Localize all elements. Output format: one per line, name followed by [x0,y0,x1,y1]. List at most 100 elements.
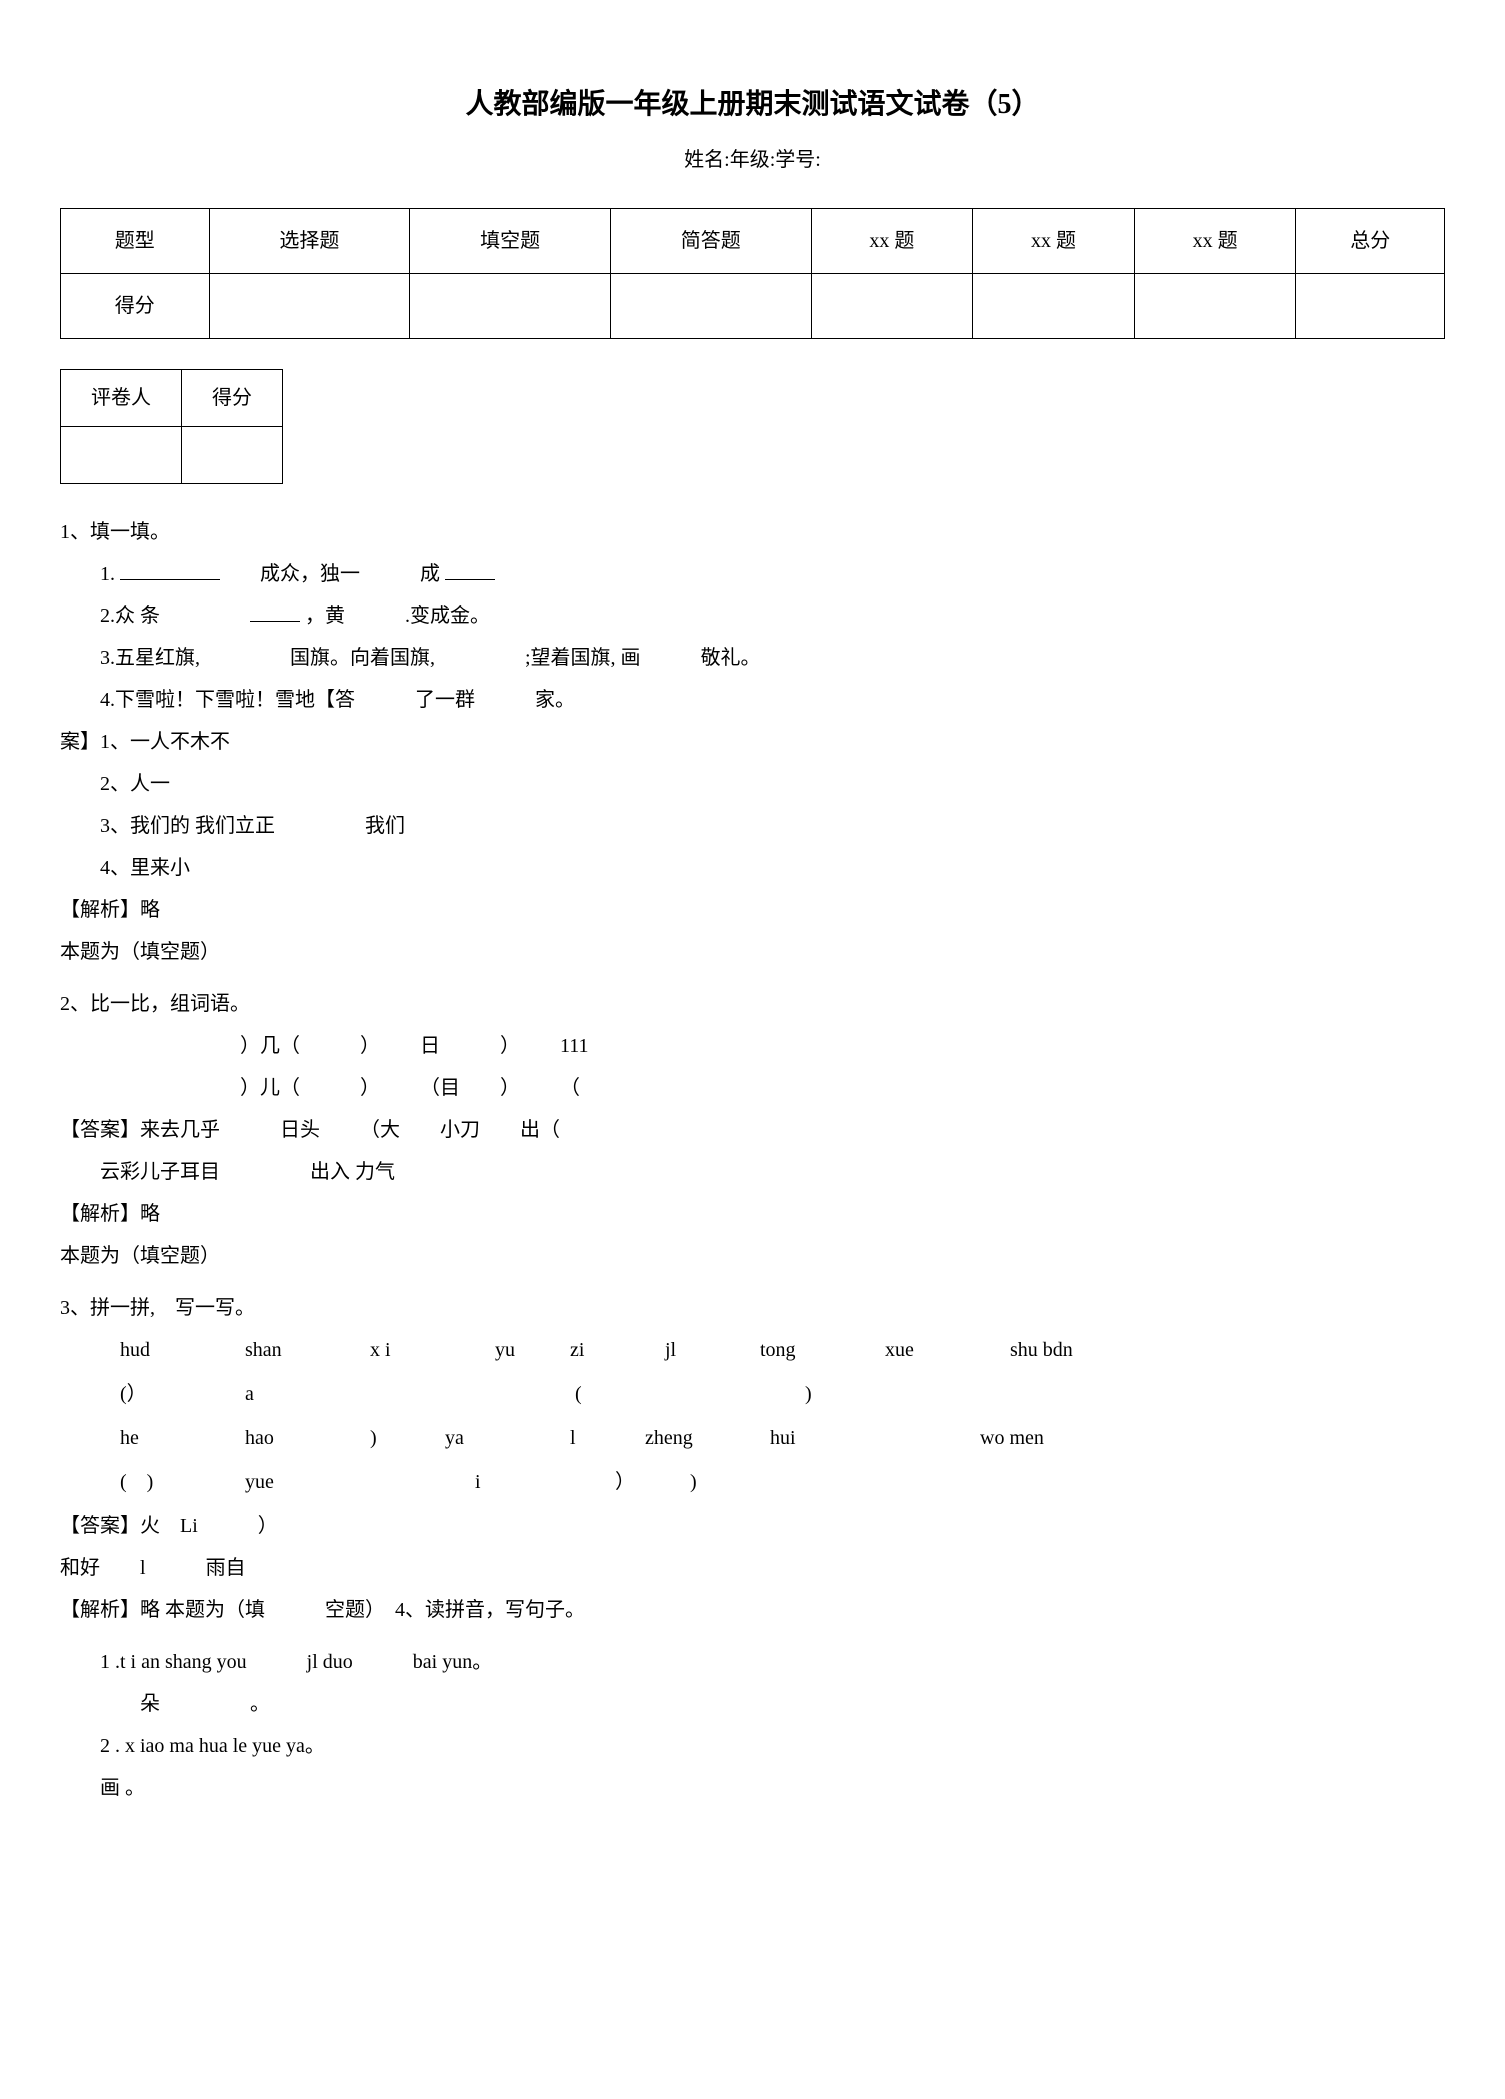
q2-header: 2、比一比，组词语。 [60,986,1445,1022]
score-cell [973,274,1135,339]
q1-l2a: 2.众 条 [100,605,160,627]
score-cell [811,274,973,339]
q1-l1b: 成众，独一 [260,563,360,585]
score-header-7: 总分 [1296,209,1445,274]
q2-r1b: ） [360,1035,380,1057]
score-cell [1134,274,1296,339]
score-header-2: 填空题 [410,209,611,274]
q1-line3: 3.五星红旗, 国旗。向着国旗, ;望着国旗, 画 敬礼。 [60,640,1445,676]
q2-ans2a: 云彩儿子耳目 [100,1161,220,1183]
q3-p2-1: hao [245,1420,335,1456]
q4-l1b: jl duo [307,1651,353,1673]
q3-analysis-b: 空题） 4、读拼音，写句子。 [325,1599,585,1621]
blank [250,602,300,622]
q1-ans3: 3、我们的 我们立正 我们 [60,808,1445,844]
q4-l1c: bai yun。 [413,1651,492,1673]
q4-l1dot: 。 [250,1693,270,1715]
grader-table: 评卷人 得分 [60,369,283,484]
doc-title: 人教部编版一年级上册期末测试语文试卷（5） [60,80,1445,130]
q1-ans4: 4、里来小 [60,850,1445,886]
q2-r2a: ）儿（ [240,1077,300,1099]
q3-p2-6: zheng [645,1420,735,1456]
grader-header-2: 得分 [182,370,283,427]
table-row: 题型 选择题 填空题 简答题 xx 题 xx 题 xx 题 总分 [61,209,1445,274]
q3-paren2b: yue [245,1464,335,1500]
q3-row1: hud shan x i yu zi jl tong xue shu bdn [60,1332,1445,1368]
q2-analysis: 【解析】略 [60,1196,1445,1232]
score-table: 题型 选择题 填空题 简答题 xx 题 xx 题 xx 题 总分 得分 [60,208,1445,339]
q2-ans2b1: 出入 [310,1161,350,1183]
q2-row1: ）几（ ） 日 ） 111 [60,1028,1445,1064]
question-4: 1 .t i an shang you jl duo bai yun。 朵 。 … [60,1644,1445,1806]
q3-ans-line2: 和好 l 雨自 [60,1550,1445,1586]
q4-l1a: 1 .t i an shang you [100,1651,247,1673]
q3-p-1: shan [245,1332,335,1368]
q3-p-7: jl [665,1332,725,1368]
q1-ans1: 案】1、一人不木不 [60,724,1445,760]
score-header-6: xx 题 [1134,209,1296,274]
q3-p2-8: wo men [980,1420,1070,1456]
q1-type: 本题为（填空题） [60,934,1445,970]
q3-header: 3、拼一拼, 写一写。 [60,1290,1445,1326]
q3-p2-3: ya [445,1420,535,1456]
q3-paren1a: (） [120,1376,210,1412]
q1-l1a: 1. [100,563,115,585]
q2-r2c: （目 [420,1077,460,1099]
q3-p-10: shu bdn [1010,1332,1100,1368]
doc-subtitle: 姓名:年级:学号: [60,142,1445,178]
q1-header: 1、填一填。 [60,514,1445,550]
q2-r1e: 111 [560,1035,589,1057]
table-row: 评卷人 得分 [61,370,283,427]
table-row [61,427,283,484]
score-cell [1296,274,1445,339]
q2-ans-c: （大 [360,1119,400,1141]
q1-l3d: 敬礼。 [701,647,761,669]
q1-l4c: 家。 [535,689,575,711]
q1-l4a: 4.下雪啦！下雪啦！雪地【答 [100,689,355,711]
q1-l1c: 成 [420,563,440,585]
q3-p-4: yu [495,1332,535,1368]
q3-paren2: ( ) yue i ） ) [60,1464,1445,1500]
q2-r2b: ） [360,1077,380,1099]
q2-r2e: （ [560,1077,580,1099]
q3-analysis-a: 【解析】略 本题为（填 [60,1599,265,1621]
q3-paren2a: ( ) [120,1464,210,1500]
q3-ans2: 和好 [60,1557,100,1579]
q1-l3a: 3.五星红旗, [100,647,200,669]
q3-analysis: 【解析】略 本题为（填 空题） 4、读拼音，写句子。 [60,1592,1445,1628]
q3-p-8: tong [760,1332,850,1368]
q1-ans3a: 3、我们的 我们立正 [100,815,275,837]
q3-p-5: a [245,1376,335,1412]
q2-r1c: 日 [420,1035,440,1057]
q2-ans-label: 【答案】来去几乎 [60,1119,220,1141]
q3-ans-paren: ） [258,1515,278,1537]
question-2: 2、比一比，组词语。 ）几（ ） 日 ） 111 ）儿（ ） （目 ） （ 【答… [60,986,1445,1274]
q4-line2sub: 画 。 [60,1770,1445,1806]
q1-l3b: 国旗。向着国旗, [290,647,435,669]
q1-l3c: ;望着国旗, 画 [525,647,641,669]
q2-ans-line1: 【答案】来去几乎 日头 （大 小刀 出（ [60,1112,1445,1148]
q3-p-0: hud [120,1332,210,1368]
q2-ans-e: 出（ [520,1119,560,1141]
score-row-label: 得分 [61,274,210,339]
q3-ans-label: 【答案】火 Li [60,1515,198,1537]
blank [445,560,495,580]
q3-paren1c: ) [805,1376,895,1412]
q1-line2: 2.众 条 ，黄 .变成金。 [60,598,1445,634]
score-cell [209,274,410,339]
q3-p-6: zi [570,1332,630,1368]
q2-ans-d: 小刀 [440,1119,480,1141]
q2-row2: ）儿（ ） （目 ） （ [60,1070,1445,1106]
q3-paren2d: ) [690,1464,780,1500]
q3-paren1: (） a ( ) [60,1376,1445,1412]
q1-analysis: 【解析】略 [60,892,1445,928]
q3-p2-0: he [120,1420,210,1456]
q3-p-9: xue [885,1332,975,1368]
q3-ans-line1: 【答案】火 Li ） [60,1508,1445,1544]
q3-p2-2: ) [370,1420,410,1456]
q4-line1sub: 朵 。 [60,1686,1445,1722]
score-header-5: xx 题 [973,209,1135,274]
q2-type: 本题为（填空题） [60,1238,1445,1274]
q4-line2: 2 . x iao ma hua le yue ya。 [60,1728,1445,1764]
q1-ans3b: 我们 [365,815,405,837]
